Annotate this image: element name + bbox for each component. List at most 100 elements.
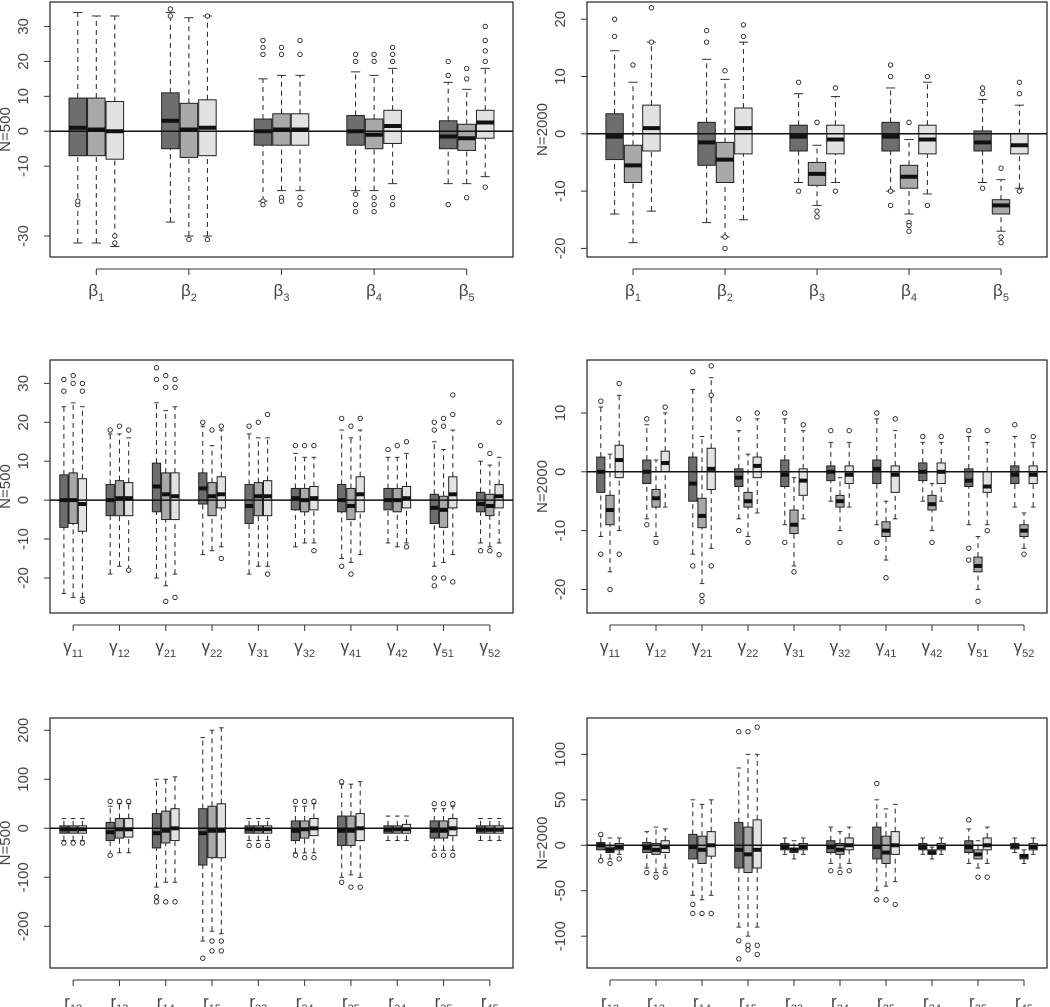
outlier-point <box>371 201 377 208</box>
outlier-point <box>814 119 820 125</box>
box <box>881 835 891 864</box>
y-axis-label: N=2000 <box>534 460 551 513</box>
x-tick-label: γ31 <box>248 637 269 660</box>
box <box>253 482 263 517</box>
x-tick-label: β4 <box>366 281 382 304</box>
x-tick-label-base: γ <box>922 637 931 656</box>
x-tick-label-base: r <box>831 992 837 1007</box>
x-tick-label-sub: 52 <box>1022 648 1034 660</box>
outlier-point <box>107 427 113 433</box>
y-axis-label: N=500 <box>0 821 14 866</box>
x-tick-label-base: β <box>901 281 911 300</box>
x-tick-label: γ32 <box>294 637 315 660</box>
x-tick-label: r15 <box>739 992 757 1007</box>
outlier-point <box>172 376 178 383</box>
outlier-point <box>278 44 285 51</box>
x-tick-label-base: r <box>785 992 791 1007</box>
outlier-point <box>745 942 751 948</box>
outlier-point <box>966 557 972 563</box>
x-tick-label-base: β <box>181 281 191 300</box>
outlier-point <box>292 852 299 858</box>
outlier-point <box>708 392 714 398</box>
outlier-point <box>311 798 317 804</box>
x-tick-label-sub: 23 <box>791 1003 803 1007</box>
x-tick-label-sub: 32 <box>303 648 315 660</box>
outlier-point <box>204 236 211 243</box>
outlier-point <box>791 569 797 575</box>
outlier-point <box>352 201 359 208</box>
outlier-point <box>297 194 303 201</box>
outlier-point <box>699 910 705 917</box>
y-tick-label: -20 <box>552 238 569 260</box>
outlier-point <box>209 938 215 944</box>
outlier-point <box>496 551 502 558</box>
x-tick-label: β3 <box>274 281 290 304</box>
outlier-point <box>699 598 705 604</box>
x-tick-label-sub: 25 <box>348 1003 360 1007</box>
outlier-point <box>297 51 303 58</box>
outlier-point <box>648 5 655 11</box>
box <box>734 107 753 155</box>
x-tick-label-base: γ <box>294 637 303 656</box>
x-tick-label: r13 <box>647 992 665 1007</box>
outlier-point <box>440 801 447 807</box>
outlier-point <box>1016 91 1023 97</box>
outlier-point <box>598 831 604 838</box>
outlier-point <box>887 62 894 68</box>
y-tick-label: 0 <box>15 496 32 504</box>
x-tick-label: γ21 <box>155 637 176 660</box>
x-tick-label-sub: 42 <box>395 648 407 660</box>
x-tick-label: r23 <box>249 992 267 1007</box>
y-axis-label: N=2000 <box>534 103 551 156</box>
outlier-point <box>722 245 728 252</box>
x-tick-label: β5 <box>993 281 1009 304</box>
outlier-point <box>126 567 132 573</box>
x-tick-label: γ12 <box>646 637 667 660</box>
x-tick-label-base: r <box>110 992 116 1007</box>
x-tick-label: r35 <box>969 992 987 1007</box>
x-tick-label-base: r <box>64 992 70 1007</box>
x-tick-label-sub: 31 <box>792 648 804 660</box>
x-tick-label-base: r <box>296 992 302 1007</box>
y-tick-label: -100 <box>15 862 32 892</box>
x-tick-label-sub: 13 <box>653 1003 665 1007</box>
x-tick-label: β5 <box>459 281 475 304</box>
outlier-point <box>112 240 118 246</box>
outlier-point <box>357 415 363 422</box>
outlier-point <box>487 548 493 554</box>
outlier-point <box>736 728 742 735</box>
x-tick-label: γ51 <box>968 637 989 660</box>
outlier-point <box>708 363 714 369</box>
outlier-point <box>172 594 178 601</box>
y-tick-label: 20 <box>15 53 32 70</box>
x-tick-label-sub: 14 <box>162 1003 174 1007</box>
outlier-point <box>464 194 470 201</box>
x-tick-label: r34 <box>388 992 406 1007</box>
y-tick-label: 10 <box>15 88 32 105</box>
outlier-point <box>278 51 285 58</box>
outlier-point <box>754 410 760 416</box>
x-tick-label-sub: 22 <box>746 648 758 660</box>
x-tick-label-sub: 2 <box>191 292 197 304</box>
x-tick-label: r15 <box>203 992 221 1007</box>
y-tick-label: 100 <box>15 767 32 792</box>
outlier-point <box>172 899 178 905</box>
outlier-point <box>482 37 488 44</box>
outlier-point <box>339 563 345 569</box>
outlier-point <box>795 188 802 194</box>
outlier-point <box>348 571 354 577</box>
outlier-point <box>690 901 696 908</box>
x-tick-label: r24 <box>831 992 849 1007</box>
outlier-point <box>887 202 894 209</box>
x-tick-label-base: γ <box>63 637 72 656</box>
x-tick-label: r24 <box>296 992 314 1007</box>
outlier-point <box>292 798 299 804</box>
outlier-point <box>616 551 622 557</box>
outlier-point <box>966 545 972 551</box>
outlier-point <box>450 411 456 418</box>
outlier-point <box>352 51 359 58</box>
outlier-point <box>352 58 359 65</box>
x-tick-label-sub: 22 <box>210 648 222 660</box>
